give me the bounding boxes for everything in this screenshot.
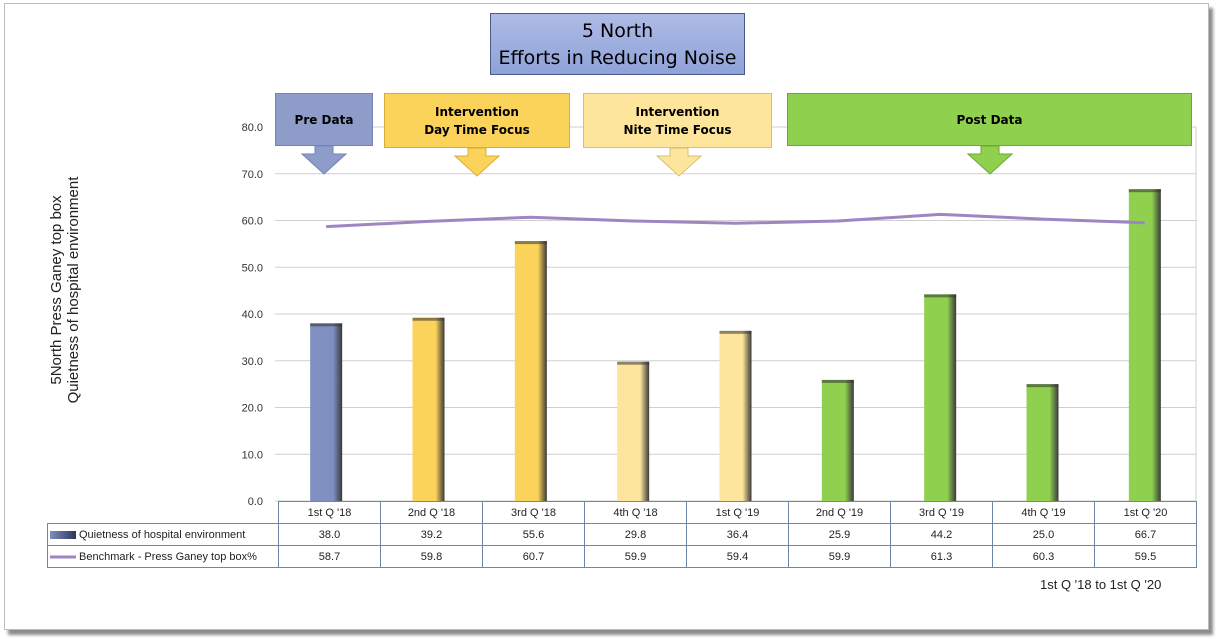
- x-category-label: 1st Q '18: [278, 501, 381, 524]
- chart-title-line2: Efforts in Reducing Noise: [498, 47, 737, 69]
- phase-label-pre-data: Pre Data: [275, 93, 373, 146]
- y-tick-label: 20.0: [242, 403, 263, 415]
- bar-top-edge: [514, 241, 547, 245]
- chart-title: 5 North Efforts in Reducing Noise: [490, 13, 745, 75]
- data-table-bar-row: Quietness of hospital environment 38.0 39…: [47, 523, 1197, 546]
- data-table-category-row: 1st Q '18 2nd Q '18 3rd Q '18 4th Q '18 1st …: [48, 501, 1197, 524]
- data-value-cell: 55.6: [482, 523, 585, 546]
- bar-top-edge: [412, 317, 445, 321]
- bar-top-edge: [924, 294, 957, 298]
- phase-label-line2: Nite Time Focus: [623, 122, 732, 137]
- benchmark-value-cell: 59.9: [788, 545, 891, 568]
- phase-arrow-icon: [655, 147, 703, 177]
- benchmark-value-cell: 60.3: [992, 545, 1095, 568]
- bar-top-edge: [310, 323, 343, 327]
- phase-label-post-data: Post Data: [787, 93, 1192, 146]
- y-tick-label: 0.0: [248, 496, 263, 508]
- bar-top-edge: [617, 361, 650, 365]
- bar-top-edge: [1026, 384, 1059, 388]
- x-category-label: 2nd Q '19: [788, 501, 891, 524]
- data-value-cell: 38.0: [278, 523, 381, 546]
- legend-label-quietness: Quietness of hospital environment: [79, 528, 246, 541]
- data-value-cell: 66.7: [1094, 523, 1197, 546]
- x-category-label: 3rd Q '19: [890, 501, 993, 524]
- x-category-label: 4th Q '18: [584, 501, 687, 524]
- x-category-label: 4th Q '19: [992, 501, 1095, 524]
- bar: [310, 323, 343, 501]
- data-value-cell: 39.2: [380, 523, 483, 546]
- bar: [1026, 384, 1059, 501]
- phase-label-line1: Intervention: [435, 104, 519, 119]
- x-category-label: 3rd Q '18: [482, 501, 585, 524]
- bar: [412, 317, 445, 501]
- phase-label-day-time: Intervention Day Time Focus: [384, 93, 570, 148]
- data-table: 1st Q '18 2nd Q '18 3rd Q '18 4th Q '18 1st …: [47, 501, 1197, 568]
- benchmark-value-cell: 61.3: [890, 545, 993, 568]
- bar: [719, 330, 752, 501]
- data-value-cell: 25.9: [788, 523, 891, 546]
- bar: [1128, 189, 1161, 502]
- benchmark-value-cell: 59.8: [380, 545, 483, 568]
- phase-label-line1: Pre Data: [294, 112, 354, 127]
- bar-top-edge: [821, 379, 854, 383]
- legend-entry-benchmark: Benchmark - Press Ganey top box%: [47, 545, 279, 568]
- bar-top-edge: [1128, 189, 1161, 193]
- x-category-label: 1st Q '20: [1094, 501, 1197, 524]
- phase-label-nite-time: Intervention Nite Time Focus: [583, 93, 772, 148]
- x-category-label: 2nd Q '18: [380, 501, 483, 524]
- y-tick-label: 80.0: [242, 122, 263, 134]
- bar: [924, 294, 957, 501]
- y-tick-label: 50.0: [242, 262, 263, 274]
- benchmark-value-cell: 60.7: [482, 545, 585, 568]
- phase-arrow-icon: [966, 145, 1014, 175]
- benchmark-value-cell: 59.4: [686, 545, 789, 568]
- data-value-cell: 25.0: [992, 523, 1095, 546]
- phase-arrow-icon: [300, 145, 348, 175]
- phase-arrow-icon: [453, 147, 501, 177]
- benchmark-value-cell: 59.9: [584, 545, 687, 568]
- bar-top-edge: [719, 330, 752, 334]
- y-tick-label: 70.0: [242, 169, 263, 181]
- y-tick-label: 30.0: [242, 356, 263, 368]
- data-value-cell: 29.8: [584, 523, 687, 546]
- benchmark-value-cell: 59.5: [1094, 545, 1197, 568]
- phase-label-line1: Intervention: [635, 104, 720, 119]
- legend-entry-quietness: Quietness of hospital environment: [47, 523, 279, 546]
- benchmark-value-cell: 58.7: [278, 545, 381, 568]
- bar: [821, 379, 854, 501]
- phase-label-line2: Day Time Focus: [424, 122, 530, 137]
- bar: [514, 241, 547, 501]
- data-value-cell: 44.2: [890, 523, 993, 546]
- y-tick-label: 60.0: [242, 216, 263, 228]
- data-table-line-row: Benchmark - Press Ganey top box% 58.7 59.…: [47, 545, 1197, 568]
- date-range-footer: 1st Q '18 to 1st Q '20: [1040, 577, 1162, 592]
- phase-label-line1: Post Data: [956, 112, 1023, 127]
- chart-title-line1: 5 North: [581, 20, 654, 42]
- benchmark-line: [326, 212, 1145, 229]
- legend-key-bar-icon: [50, 530, 76, 539]
- x-category-label: 1st Q '19: [686, 501, 789, 524]
- data-table-corner: [48, 502, 279, 524]
- data-value-cell: 36.4: [686, 523, 789, 546]
- bar: [617, 361, 650, 501]
- y-tick-label: 40.0: [242, 309, 263, 321]
- y-tick-label: 10.0: [242, 449, 263, 461]
- legend-label-benchmark: Benchmark - Press Ganey top box%: [79, 550, 257, 563]
- legend-key-line-icon: [50, 555, 76, 559]
